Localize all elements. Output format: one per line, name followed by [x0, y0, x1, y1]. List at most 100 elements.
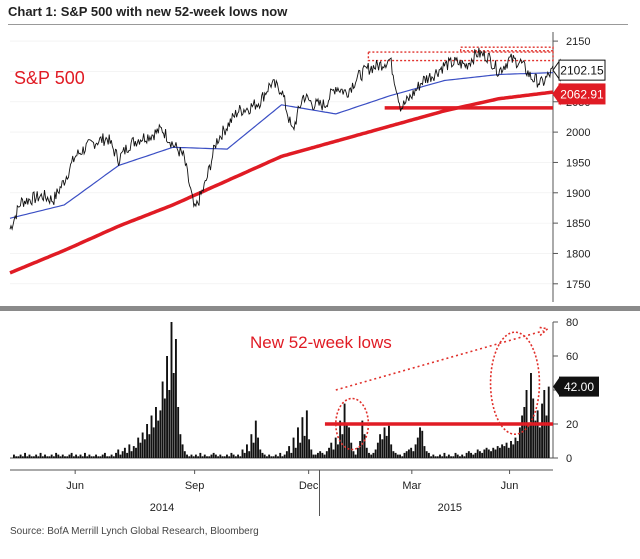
lows-bar: [143, 439, 146, 458]
lows-bar: [334, 437, 337, 458]
lows-bar: [319, 451, 322, 458]
lows-bar: [132, 446, 135, 458]
lows-bar: [226, 454, 228, 458]
lows-bar: [294, 447, 297, 458]
y-tick-label: 60: [566, 351, 578, 363]
lows-bar: [365, 447, 368, 458]
lows-bar: [277, 456, 279, 458]
upper-panel: 175018001850190019502000205021002150 210…: [9, 32, 606, 302]
lows-bar: [352, 451, 355, 458]
lows-bar: [84, 452, 86, 458]
lows-bar: [119, 454, 122, 458]
x-month-label: Sep: [185, 480, 205, 492]
lows-bar: [79, 454, 82, 458]
lows-bar: [181, 444, 184, 458]
lows-bar: [101, 454, 104, 458]
lows-bar: [518, 427, 521, 458]
lows-bar: [68, 454, 71, 458]
lows-bar: [77, 456, 80, 458]
lows-bar: [128, 444, 131, 458]
lows-bar: [465, 452, 468, 458]
trend-arrow: [335, 330, 544, 391]
lows-bar: [192, 456, 195, 458]
lows-bar: [150, 415, 153, 458]
lows-bar: [441, 456, 444, 458]
lows-bar: [312, 454, 315, 458]
lows-bar: [26, 456, 29, 458]
lows-bar: [81, 456, 84, 458]
lows-bar: [510, 441, 512, 458]
lows-bar: [341, 434, 344, 458]
lows-bar: [230, 452, 233, 458]
lows-bar: [514, 437, 517, 458]
trend-arrowhead: [537, 326, 550, 337]
lows-bar: [416, 437, 419, 458]
sp500-label: S&P 500: [14, 68, 85, 88]
lows-bar: [179, 434, 182, 458]
lows-bar: [348, 427, 350, 458]
lows-bar: [325, 451, 328, 458]
lows-bar: [123, 447, 126, 458]
chart-svg: 175018001850190019502000205021002150 210…: [0, 32, 640, 516]
lows-bar: [321, 452, 324, 458]
lows-bar: [485, 447, 488, 458]
lows-bar: [521, 415, 524, 458]
lows-bar: [527, 424, 530, 458]
lows-bar: [336, 444, 339, 458]
lows-bar: [385, 435, 388, 458]
lows-bar: [516, 441, 519, 458]
lows-bar: [470, 452, 473, 458]
lows-bar: [323, 454, 326, 458]
lows-bar: [530, 373, 532, 458]
value-label: 42.00: [553, 376, 599, 397]
lows-bar: [390, 444, 393, 458]
lows-bar: [314, 454, 317, 458]
lows-bar: [381, 439, 384, 458]
lows-bar: [305, 410, 308, 458]
lows-bar: [248, 451, 251, 458]
lows-bar: [75, 454, 78, 458]
lows-bar: [490, 451, 492, 458]
y-tick-label: 1750: [566, 279, 590, 291]
lows-bar: [272, 456, 275, 458]
lows-bar: [52, 456, 55, 458]
lows-bar: [24, 452, 26, 458]
lows-bar: [92, 456, 95, 458]
lows-bar: [379, 434, 382, 458]
lows-bar: [188, 456, 191, 458]
lows-bar: [476, 449, 479, 458]
lows-bar: [159, 410, 162, 458]
lows-bar: [279, 452, 282, 458]
lows-bar: [356, 447, 359, 458]
lows-bar: [498, 447, 501, 458]
y-tick-label: 1800: [566, 248, 590, 260]
lows-bar: [412, 451, 415, 458]
lows-bar: [228, 456, 231, 458]
upper-value-labels: 2102.15 2062.91: [552, 58, 606, 106]
lows-bar: [44, 454, 46, 458]
value-text: 2062.91: [560, 87, 604, 101]
lows-bar: [137, 437, 140, 458]
lows-bar: [237, 454, 240, 458]
x-month-label: Jun: [66, 480, 84, 492]
lows-bar: [223, 456, 226, 458]
lows-bar: [190, 454, 193, 458]
lows-bar: [268, 454, 271, 458]
lows-bar: [72, 456, 75, 458]
lows-bar: [64, 456, 66, 458]
lows-bar: [203, 454, 206, 458]
lows-bar: [328, 447, 330, 458]
upper-grid: [10, 40, 553, 285]
new-lows-label: New 52-week lows: [250, 333, 392, 352]
y-tick-label: 1900: [566, 188, 590, 200]
lows-bar: [110, 454, 113, 458]
lows-bar: [383, 427, 386, 458]
lows-bar: [246, 444, 248, 458]
lows-bar: [186, 454, 188, 458]
lows-bar: [359, 441, 362, 458]
lows-bar: [288, 446, 291, 458]
lows-bar: [427, 452, 430, 458]
lows-bar: [512, 444, 515, 458]
x-year-label: 2014: [150, 502, 174, 514]
value-pointer: [553, 376, 560, 397]
